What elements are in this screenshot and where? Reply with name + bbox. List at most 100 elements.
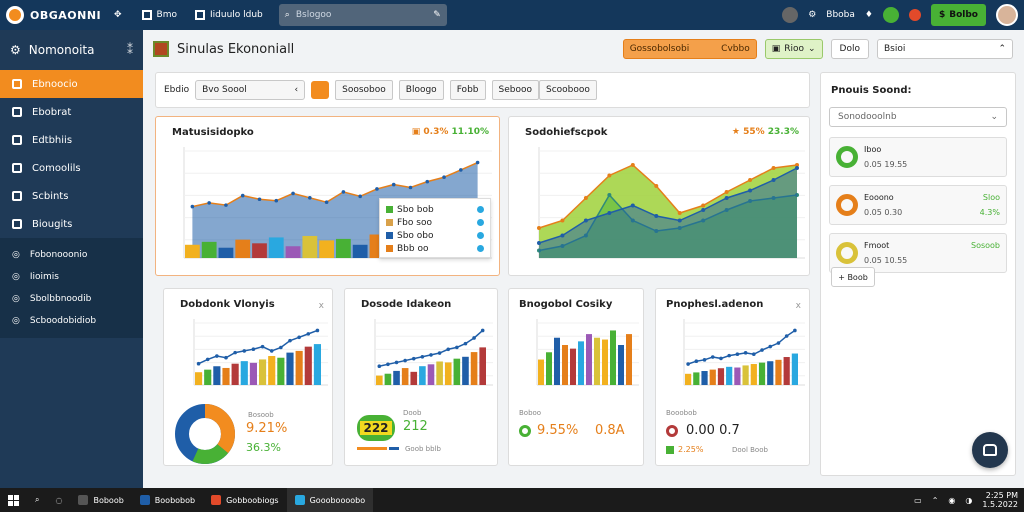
chat-icon xyxy=(983,444,997,456)
status-icon[interactable] xyxy=(882,7,899,23)
sidebar-settings-icon[interactable]: ⁑ xyxy=(127,43,133,57)
chart-4[interactable] xyxy=(353,319,493,399)
line-point xyxy=(459,168,463,172)
notifications-icon[interactable]: ♦ xyxy=(864,10,873,20)
line-point xyxy=(560,233,565,238)
bar xyxy=(546,352,552,385)
expand-icon[interactable]: ✥ xyxy=(114,10,122,20)
window-icon[interactable]: ▭ xyxy=(914,495,922,505)
help-icon[interactable] xyxy=(782,7,799,23)
close-icon[interactable]: x xyxy=(318,301,324,311)
bar xyxy=(249,362,257,385)
sidebar-item[interactable]: Comoolils xyxy=(0,154,143,182)
filter-button-2[interactable]: Bloogo xyxy=(398,80,444,100)
bar xyxy=(758,362,766,385)
network-icon[interactable]: ◉ xyxy=(948,495,956,505)
line-point xyxy=(375,187,379,191)
volume-icon[interactable]: ◑ xyxy=(965,495,973,505)
chart-2[interactable] xyxy=(515,147,805,272)
green-button[interactable]: ▣ Rioo ⌄ xyxy=(764,39,823,59)
refresh-button[interactable] xyxy=(311,81,330,99)
taskbar-app[interactable]: Gobboobiogs xyxy=(203,488,286,512)
bar xyxy=(401,368,409,385)
signal-card[interactable]: Iboo 0.05 19.55 xyxy=(829,137,1007,177)
bar xyxy=(717,368,725,385)
tray-up-icon[interactable]: ⌃ xyxy=(931,495,939,505)
line-point xyxy=(288,338,292,343)
line-point xyxy=(771,178,776,182)
bar xyxy=(393,370,400,385)
add-button[interactable]: + Boob xyxy=(831,267,875,287)
line-point xyxy=(735,352,740,357)
bar xyxy=(562,345,568,385)
line-point xyxy=(308,195,312,200)
home-button[interactable]: Bmo xyxy=(136,4,183,26)
card-title: Matusisidopko xyxy=(172,127,254,138)
alert-icon[interactable] xyxy=(908,9,921,21)
tooltip-row: Bbb oo xyxy=(386,242,484,255)
bar xyxy=(222,367,230,385)
taskbar-app[interactable]: Boboob xyxy=(70,488,131,512)
search-tools-icon[interactable]: ✎ xyxy=(433,10,441,20)
bar xyxy=(286,352,294,385)
sidebar-item-label: Scbints xyxy=(32,190,69,202)
bar xyxy=(419,366,426,385)
close-icon[interactable]: x xyxy=(795,301,801,311)
taskbar-app[interactable]: Boobobob xyxy=(132,488,203,512)
metric-2: 212 xyxy=(403,419,428,434)
taskbar: ⌕ ◌ Boboob Boobobob Gobboobiogs Goooboooobo… xyxy=(0,488,1024,512)
date-button[interactable]: Dolo xyxy=(830,39,869,59)
filter-select[interactable]: Bvo Soool ‹ xyxy=(195,80,306,100)
clock[interactable]: 2:25 PM 1.5.2022 xyxy=(982,491,1018,509)
primary-button[interactable]: $ Bolbo xyxy=(930,4,986,26)
taskbar-app[interactable]: Goooboooobo xyxy=(286,488,374,512)
orange-dropdown[interactable]: Gossobolsobi Cvbbo xyxy=(622,39,757,59)
line-point xyxy=(771,166,776,170)
user-name[interactable]: Bboba xyxy=(826,10,855,20)
right-panel-select[interactable]: Sonodooolnb ⌄ xyxy=(829,107,1007,127)
ring-icon xyxy=(836,146,858,168)
taskbar-search-icon[interactable]: ⌕ xyxy=(35,495,40,504)
bar xyxy=(444,362,452,385)
sidebar-item[interactable]: Ebnoocio xyxy=(0,70,143,98)
avatar[interactable] xyxy=(996,4,1018,26)
sidebar-subsection: ◎ Fobonooonio ◎ Iioimis ◎ Sbolbbnoodib ◎ Scbood… xyxy=(0,238,143,338)
filter-button-5[interactable]: Scoobooo xyxy=(538,80,597,100)
bar xyxy=(709,369,716,385)
area-fill xyxy=(539,168,797,258)
bar xyxy=(185,244,200,258)
start-button[interactable] xyxy=(0,488,27,512)
view-select[interactable]: Bsioi ⌃ xyxy=(877,39,1013,59)
metric-1: 9.21% xyxy=(246,421,288,436)
bar xyxy=(436,361,443,385)
line-point xyxy=(306,332,311,336)
signal-card[interactable]: Eooono 0.05 0.30 Sloo 4.3% xyxy=(829,185,1007,225)
filter-button-1[interactable]: Soosoboo xyxy=(335,80,393,100)
chart-5[interactable] xyxy=(515,319,639,399)
chart-card-5: Bnogobol Cosiky Boboo 9.55% 0.8A xyxy=(508,288,644,466)
sidebar-subitem[interactable]: ◎ Fobonooonio xyxy=(12,250,88,260)
logo-icon xyxy=(6,6,24,24)
donut-chart[interactable] xyxy=(174,403,236,465)
filter-button-4[interactable]: Sebooo xyxy=(491,80,539,100)
filter-button-3[interactable]: Fobb xyxy=(449,80,486,100)
sidebar-subitem[interactable]: ◎ Scboodobidiob xyxy=(12,316,97,326)
sidebar-subitem[interactable]: ◎ Sbolbbnoodib xyxy=(12,294,92,304)
settings-icon[interactable]: ⚙ xyxy=(808,10,817,20)
sidebar-item[interactable]: Ebobrat xyxy=(0,98,143,126)
sidebar-item[interactable]: Biougits xyxy=(0,210,143,238)
app-logo[interactable]: OBGAONNI xyxy=(0,6,108,24)
docs-button[interactable]: Iiduulo ldub xyxy=(189,4,269,26)
chart-6[interactable] xyxy=(662,319,805,399)
chat-button[interactable] xyxy=(972,432,1008,468)
taskbar-cortana-icon[interactable]: ◌ xyxy=(55,495,63,505)
signal-card[interactable]: Fmoot 0.05 10.55 Sosoob xyxy=(829,233,1007,273)
series-line xyxy=(192,161,478,208)
sidebar-subitem[interactable]: ◎ Iioimis xyxy=(12,272,59,282)
status-ring-icon xyxy=(519,425,531,437)
sidebar-item[interactable]: Scbints xyxy=(0,182,143,210)
search-input[interactable]: ⌕ Bslogoo ✎ xyxy=(278,4,447,26)
chart-3[interactable] xyxy=(172,319,328,399)
line-point xyxy=(391,182,396,187)
sidebar-item[interactable]: Edtbhiis xyxy=(0,126,143,154)
